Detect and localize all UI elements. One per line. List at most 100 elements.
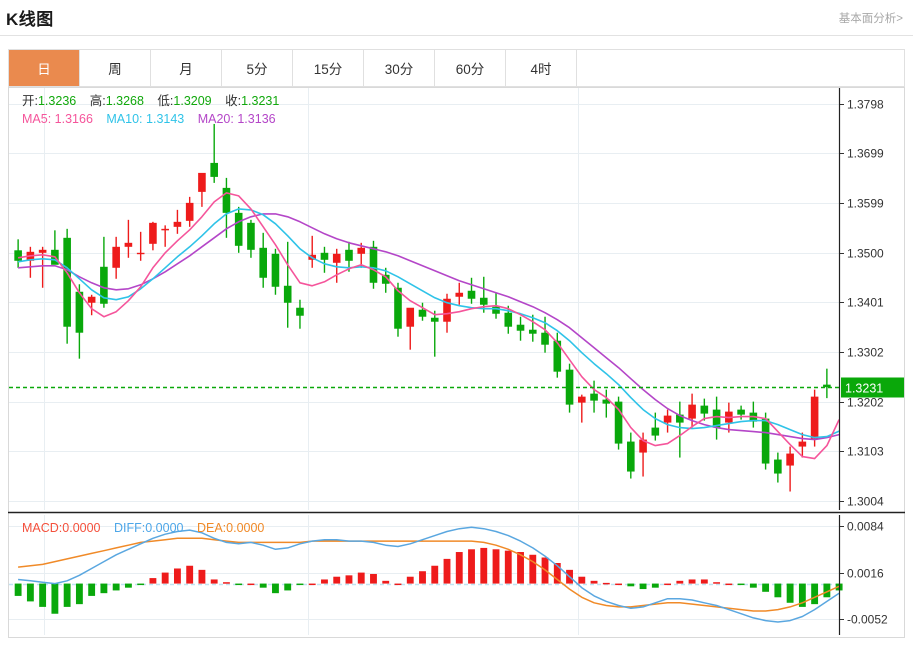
candlestick <box>14 239 22 268</box>
macd-histogram-bar <box>578 576 586 584</box>
candle-body <box>161 228 169 231</box>
candlestick <box>357 242 366 268</box>
candlestick <box>63 228 71 344</box>
candlestick <box>320 246 329 273</box>
candle-body <box>283 285 292 303</box>
macd-histogram-bar <box>394 583 402 586</box>
candlestick <box>528 314 537 342</box>
candlestick <box>761 412 770 470</box>
candle-body <box>528 329 537 334</box>
candle-body <box>100 266 108 304</box>
dea-line <box>18 537 840 612</box>
macd-histogram-bar <box>284 583 292 591</box>
macd-histogram-bar <box>370 573 377 584</box>
macd-axis-label: -0.0052 <box>847 613 888 627</box>
candlestick <box>614 396 623 450</box>
candle-body <box>688 404 696 419</box>
macd-histogram-bar <box>823 583 831 598</box>
candle-body <box>639 439 647 453</box>
price-axis-label: 1.3103 <box>847 445 884 459</box>
macd-histogram-bar <box>345 575 353 584</box>
candlestick <box>173 209 182 234</box>
tabbar-filler <box>577 50 904 86</box>
candle-body <box>602 399 611 404</box>
tab-interval-30分[interactable]: 30分 <box>364 50 435 86</box>
macd-histogram-bar <box>492 549 500 584</box>
candle-body <box>810 396 819 439</box>
macd-histogram-bar <box>688 579 696 584</box>
macd-histogram-bar <box>725 583 733 586</box>
macd-histogram-bar <box>88 583 96 596</box>
macd-histogram-bar <box>26 583 34 602</box>
candlestick <box>774 452 782 483</box>
macd-histogram-bar <box>517 552 524 584</box>
macd-histogram-bar <box>664 583 672 586</box>
macd-histogram-bar <box>602 582 610 585</box>
macd-histogram-bar <box>186 565 194 584</box>
candle-body <box>173 221 182 227</box>
candlestick <box>627 432 635 479</box>
macd-histogram-bar <box>173 568 181 584</box>
macd-histogram-bar <box>14 583 22 596</box>
candlestick <box>676 401 684 458</box>
candle-body <box>700 405 709 414</box>
candle-body <box>369 246 378 283</box>
candle-body <box>381 274 390 284</box>
candle-body <box>663 415 672 423</box>
candlestick <box>577 394 586 423</box>
tab-label: 月 <box>179 62 193 77</box>
candlestick <box>198 172 206 207</box>
macd-histogram-bar <box>308 583 316 586</box>
chart-area: 1.3798 1.3699 1.3599 1.3500 1.3401 1.3302 1.32… <box>8 87 905 639</box>
candle-body <box>786 453 794 466</box>
macd-histogram-bar <box>811 583 819 605</box>
tab-week[interactable]: 周 <box>80 50 151 86</box>
macd-histogram-bar <box>247 583 255 586</box>
macd-histogram-bar <box>590 580 598 584</box>
candlestick <box>112 236 120 279</box>
tab-interval-60分[interactable]: 60分 <box>435 50 506 86</box>
macd-histogram-bar <box>700 579 708 584</box>
macd-histogram-bar <box>137 583 145 586</box>
price-axis-label: 1.3699 <box>847 147 884 161</box>
tab-interval-4时[interactable]: 4时 <box>506 50 577 86</box>
kline-chart-svg[interactable]: 1.3798 1.3699 1.3599 1.3500 1.3401 1.3302 1.32… <box>8 87 905 639</box>
candlestick <box>406 307 415 350</box>
candle-body <box>185 202 194 221</box>
tab-label: 15分 <box>313 62 343 77</box>
tab-interval-15分[interactable]: 15分 <box>293 50 364 86</box>
macd-histogram-bar <box>223 582 230 584</box>
candle-body <box>271 253 280 287</box>
macd-histogram-bar <box>75 583 83 605</box>
macd-histogram-bar <box>762 583 770 592</box>
macd-histogram-bar <box>419 571 426 584</box>
fundamental-analysis-link[interactable]: 基本面分析> <box>838 12 903 25</box>
candle-body <box>112 246 120 268</box>
candlestick <box>418 302 427 321</box>
candlestick <box>100 236 108 308</box>
candlestick <box>87 294 96 316</box>
candlestick <box>651 412 660 441</box>
candlestick <box>222 177 231 238</box>
macd-histogram-bar <box>431 565 439 584</box>
candle-body <box>798 441 807 447</box>
tab-interval-5分[interactable]: 5分 <box>222 50 293 86</box>
candle-body <box>345 249 353 261</box>
candle-body <box>87 296 96 303</box>
candle-body <box>516 324 525 331</box>
tab-day[interactable]: 日 <box>9 50 80 86</box>
macd-histogram-bar <box>615 583 622 586</box>
macd-histogram-bar <box>39 583 47 607</box>
macd-histogram-bar <box>798 583 806 607</box>
candle-body <box>712 409 721 428</box>
candlestick <box>823 368 831 399</box>
macd-histogram-bar <box>382 580 390 584</box>
price-axis-label: 1.3004 <box>847 495 884 509</box>
macd-histogram-bar <box>210 579 218 584</box>
macd-histogram-bar <box>124 583 132 588</box>
tab-month[interactable]: 月 <box>151 50 222 86</box>
macd-histogram-bar <box>149 578 157 584</box>
macd-histogram-bar <box>51 583 59 614</box>
macd-histogram-bar <box>63 583 71 607</box>
